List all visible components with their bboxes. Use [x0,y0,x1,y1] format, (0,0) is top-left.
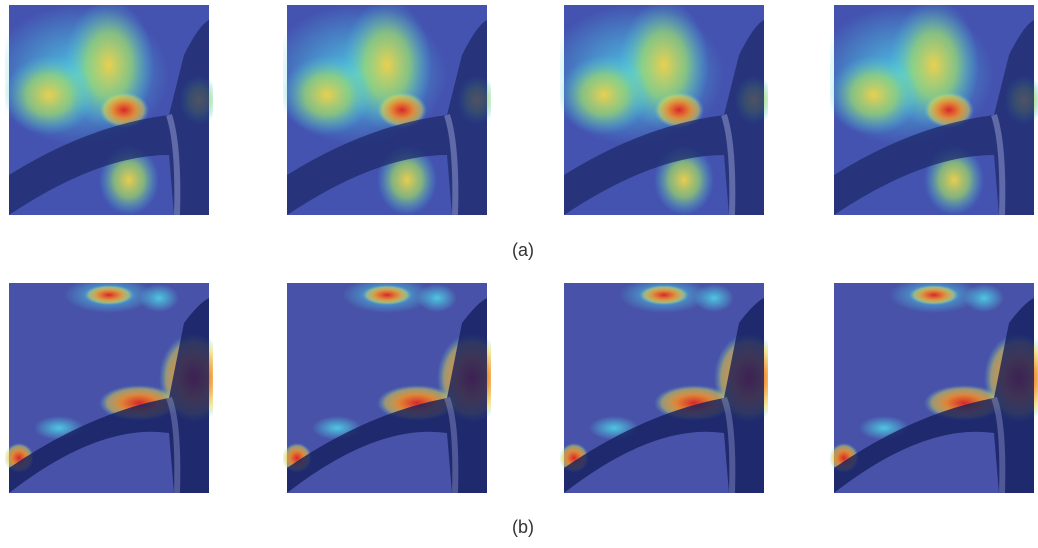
heatmap-image [4,277,229,493]
caption: (a) [512,240,534,260]
heatmap-image [814,0,1038,215]
caption: (b) [512,517,534,537]
heatmap-image [829,277,1038,493]
heatmap-image [544,0,774,215]
heatmap-image [267,0,497,215]
heatmap-image [282,277,507,493]
heatmap-image [0,0,219,215]
heatmap-image [559,277,784,493]
figure: (a) (b) [0,0,1038,548]
